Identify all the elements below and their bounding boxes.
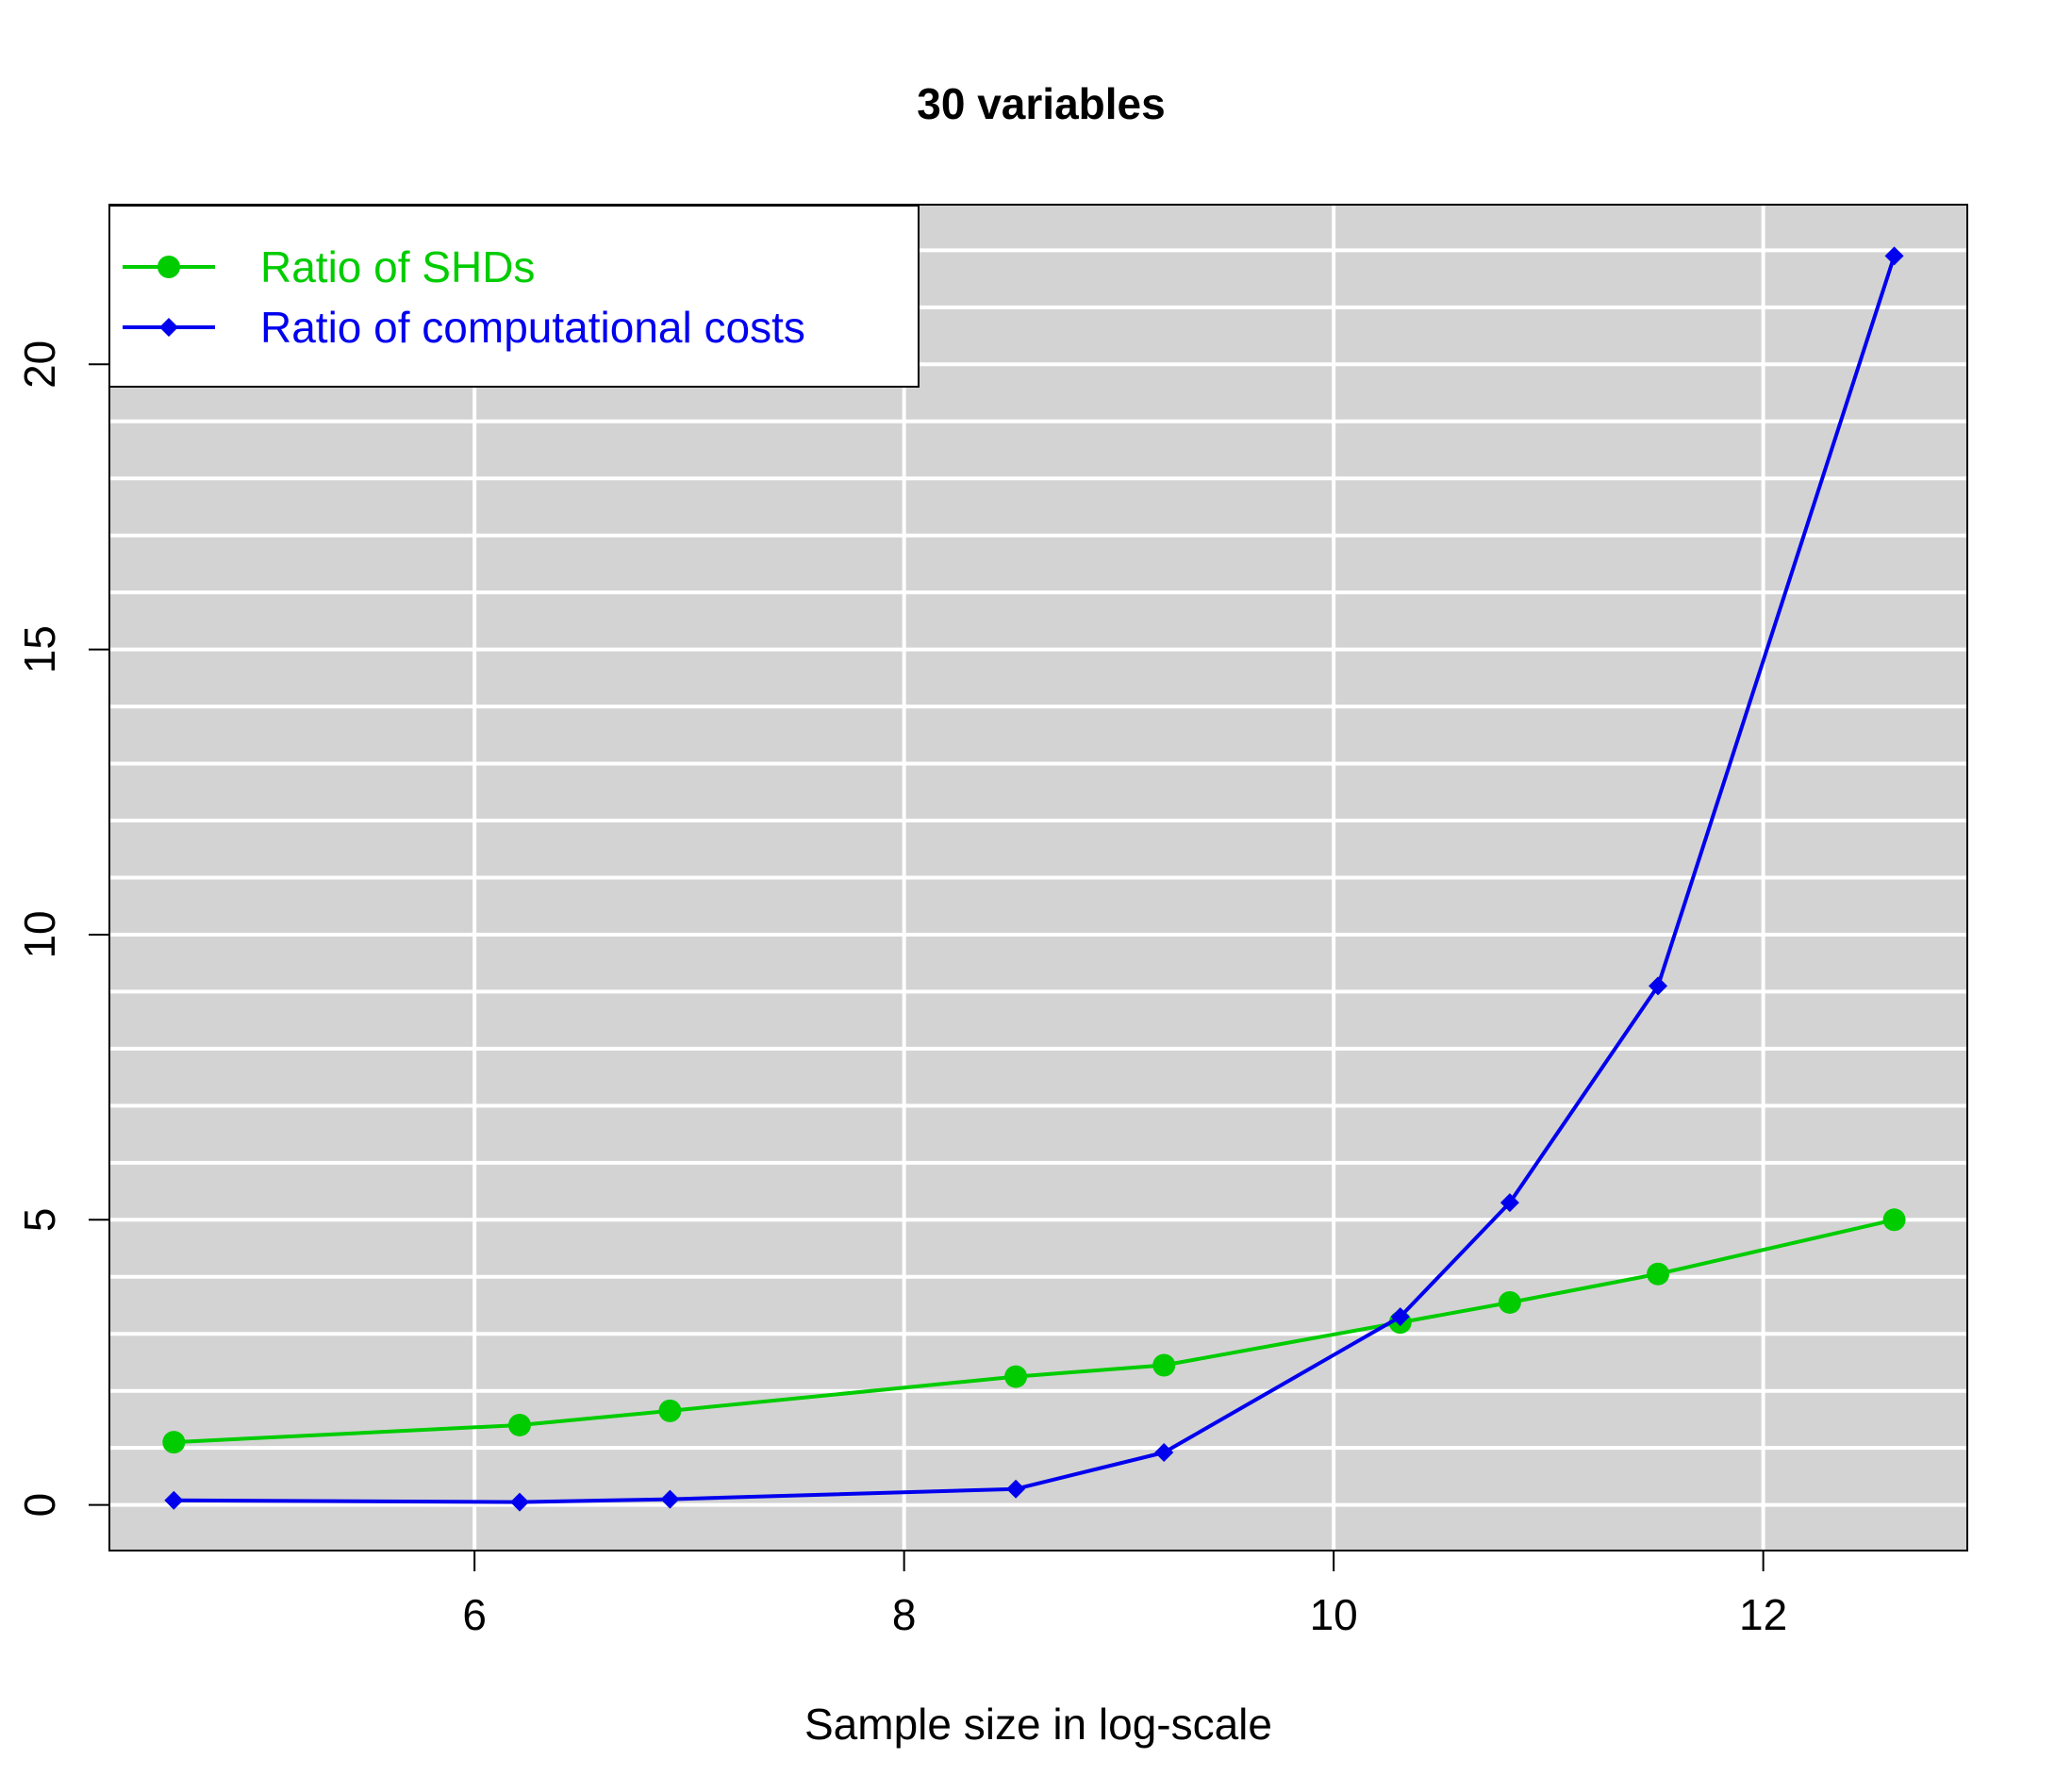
series-layer (162, 246, 1906, 1512)
y-tick-label: 10 (15, 910, 64, 958)
data-point (1498, 1290, 1521, 1314)
chart-title: 30 variables (917, 79, 1165, 128)
data-point (1154, 1442, 1174, 1462)
x-tick-label: 8 (892, 1590, 917, 1639)
series-1 (162, 1208, 1906, 1454)
data-point (660, 1489, 680, 1509)
data-point (1500, 1193, 1519, 1213)
data-point (1004, 1365, 1028, 1388)
data-point (1006, 1479, 1026, 1499)
legend-box (108, 205, 920, 388)
legend-label: Ratio of computational costs (260, 303, 805, 352)
data-point (1884, 246, 1904, 266)
y-axis: 0 5 10 15 20 (15, 340, 110, 1518)
data-point (1647, 1262, 1670, 1286)
legend-diamond-marker (159, 318, 178, 337)
data-point (658, 1399, 682, 1422)
y-tick-label: 5 (15, 1207, 64, 1232)
data-point (1390, 1307, 1410, 1327)
legend: Ratio of SHDs Ratio of computational cost… (108, 205, 920, 388)
legend-circle-marker (157, 256, 180, 278)
y-tick-label: 15 (15, 625, 64, 673)
data-point (1152, 1353, 1176, 1377)
data-point (1649, 976, 1668, 996)
grid (109, 205, 1967, 1551)
data-point (507, 1413, 531, 1436)
y-tick-label: 0 (15, 1493, 64, 1518)
x-tick-label: 10 (1310, 1590, 1358, 1639)
legend-label: Ratio of SHDs (260, 242, 535, 291)
x-tick-label: 6 (462, 1590, 487, 1639)
data-point (164, 1490, 184, 1510)
data-point (162, 1431, 186, 1454)
series-2 (164, 246, 1904, 1512)
x-axis-label: Sample size in log-scale (804, 1700, 1272, 1749)
data-point (1882, 1208, 1906, 1232)
data-point (509, 1492, 529, 1512)
y-tick-label: 20 (15, 340, 64, 389)
x-axis: 6 8 10 12 (462, 1550, 1787, 1639)
x-tick-label: 12 (1739, 1590, 1787, 1639)
